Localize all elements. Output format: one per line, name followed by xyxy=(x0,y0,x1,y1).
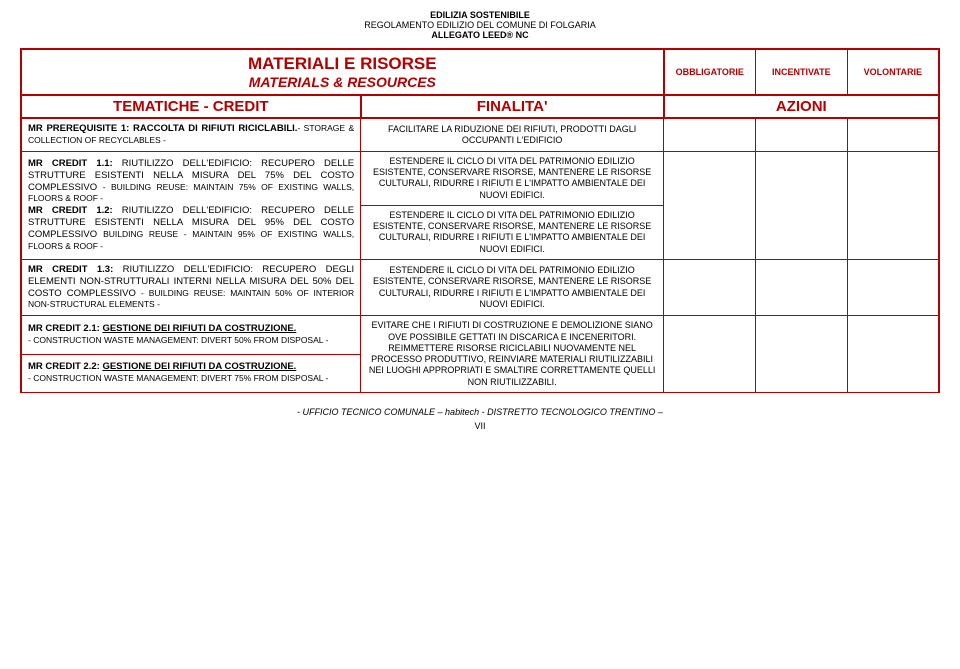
credit-underline: GESTIONE DEI RIFIUTI DA COSTRUZIONE. xyxy=(102,361,296,372)
cell-incentivate xyxy=(755,118,847,151)
section-title-main: MATERIALI E RISORSE xyxy=(22,54,663,74)
col-incentivate: INCENTIVATE xyxy=(755,49,847,95)
table-row: MR CREDIT 1.1: RIUTILIZZO DELL'EDIFICIO:… xyxy=(21,151,939,205)
credit-label: MR PREREQUISITE 1: RACCOLTA DI RIFIUTI R… xyxy=(28,123,297,134)
col-azioni: AZIONI xyxy=(664,95,939,118)
credit-cell-2-1: MR CREDIT 2.1: GESTIONE DEI RIFIUTI DA C… xyxy=(21,316,361,354)
table-row: MR PREREQUISITE 1: RACCOLTA DI RIFIUTI R… xyxy=(21,118,939,151)
desc-cell-2: EVITARE CHE I RIFIUTI DI COSTRUZIONE E D… xyxy=(361,316,664,393)
section-title-cell: MATERIALI E RISORSE MATERIALS & RESOURCE… xyxy=(21,49,664,95)
cell-incentivate xyxy=(755,259,847,316)
col-tematiche: TEMATICHE - CREDIT xyxy=(21,95,361,118)
cell-obbligatorie xyxy=(664,151,756,259)
cell-incentivate xyxy=(755,151,847,259)
credit-cell-prereq1: MR PREREQUISITE 1: RACCOLTA DI RIFIUTI R… xyxy=(21,118,361,151)
credit-underline: GESTIONE DEI RIFIUTI DA COSTRUZIONE. xyxy=(102,323,296,334)
credit-small: - CONSTRUCTION WASTE MANAGEMENT: DIVERT … xyxy=(28,335,328,345)
header-line-1: EDILIZIA SOSTENIBILE xyxy=(20,10,940,20)
col-obbligatorie: OBBLIGATORIE xyxy=(664,49,756,95)
table-row: MR CREDIT 2.1: GESTIONE DEI RIFIUTI DA C… xyxy=(21,316,939,354)
cell-obbligatorie xyxy=(664,118,756,151)
credit-label: MR CREDIT 2.1: xyxy=(28,323,102,334)
credit-cell-1-3: MR CREDIT 1.3: RIUTILIZZO DELL'EDIFICIO:… xyxy=(21,259,361,316)
page-header: EDILIZIA SOSTENIBILE REGOLAMENTO EDILIZI… xyxy=(20,10,940,40)
credit-label: MR CREDIT 2.2: xyxy=(28,361,102,372)
header-line-3: ALLEGATO LEED® NC xyxy=(20,30,940,40)
desc-cell-1-2: ESTENDERE IL CICLO DI VITA DEL PATRIMONI… xyxy=(361,205,664,259)
cell-obbligatorie xyxy=(664,316,756,393)
page-footer: - UFFICIO TECNICO COMUNALE – habitech - … xyxy=(20,407,940,431)
desc-cell-1-1: ESTENDERE IL CICLO DI VITA DEL PATRIMONI… xyxy=(361,151,664,205)
cell-volontarie xyxy=(847,118,939,151)
main-table: MATERIALI E RISORSE MATERIALS & RESOURCE… xyxy=(20,48,940,393)
col-finalita: FINALITA' xyxy=(361,95,664,118)
desc-cell-prereq1: FACILITARE LA RIDUZIONE DEI RIFIUTI, PRO… xyxy=(361,118,664,151)
credit-small: - CONSTRUCTION WASTE MANAGEMENT: DIVERT … xyxy=(28,373,328,383)
credit-label: MR CREDIT 1.1: xyxy=(28,158,113,169)
desc-cell-1-3: ESTENDERE IL CICLO DI VITA DEL PATRIMONI… xyxy=(361,259,664,316)
cell-obbligatorie xyxy=(664,259,756,316)
footer-text: - UFFICIO TECNICO COMUNALE – habitech - … xyxy=(20,407,940,417)
header-line-2: REGOLAMENTO EDILIZIO DEL COMUNE DI FOLGA… xyxy=(20,20,940,30)
credit-label: MR CREDIT 1.3: xyxy=(28,264,113,275)
section-title-sub: MATERIALS & RESOURCES xyxy=(22,74,663,90)
cell-volontarie xyxy=(847,316,939,393)
col-volontarie: VOLONTARIE xyxy=(847,49,939,95)
cell-volontarie xyxy=(847,259,939,316)
page-number: VII xyxy=(20,421,940,431)
credit-cell-2-2: MR CREDIT 2.2: GESTIONE DEI RIFIUTI DA C… xyxy=(21,354,361,392)
cell-incentivate xyxy=(755,316,847,393)
credit-cell-1-1-2: MR CREDIT 1.1: RIUTILIZZO DELL'EDIFICIO:… xyxy=(21,151,361,259)
cell-volontarie xyxy=(847,151,939,259)
credit-label: MR CREDIT 1.2: xyxy=(28,205,113,216)
table-row: MR CREDIT 1.3: RIUTILIZZO DELL'EDIFICIO:… xyxy=(21,259,939,316)
